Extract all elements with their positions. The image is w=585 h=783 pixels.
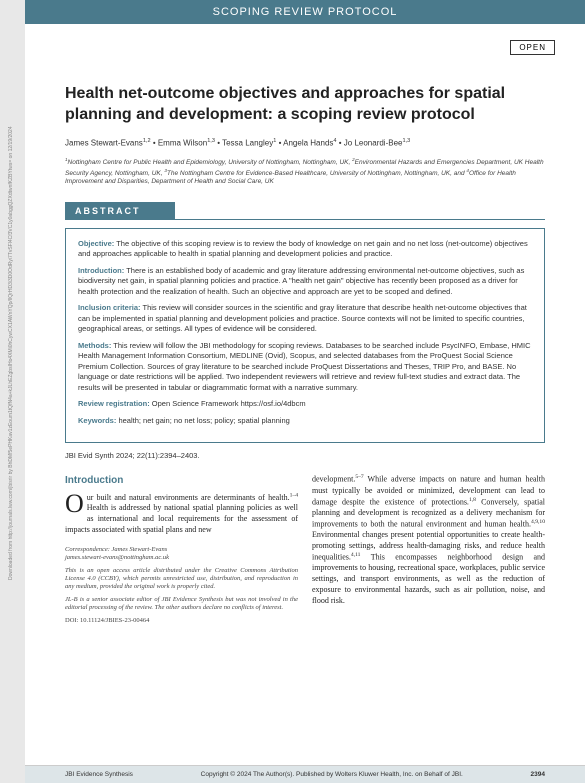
column-right: development.5–7 While adverse impacts on…	[312, 474, 545, 625]
label: Methods:	[78, 341, 111, 350]
text: The objective of this scoping review is …	[78, 239, 528, 259]
intro-text: ur built and natural environments are de…	[65, 493, 298, 534]
text: This review will follow the JBI methodol…	[78, 341, 531, 392]
column-left: Introduction Our built and natural envir…	[65, 474, 298, 625]
text: health; net gain; no net loss; policy; s…	[118, 416, 289, 425]
text: There is an established body of academic…	[78, 266, 524, 296]
label: Introduction:	[78, 266, 124, 275]
authors: James Stewart-Evans1,2 • Emma Wilson1,3 …	[65, 138, 545, 148]
corr-name: Correspondence: James Stewart-Evans	[65, 546, 298, 554]
label: Keywords:	[78, 416, 116, 425]
footer-copyright: Copyright © 2024 The Author(s). Publishe…	[201, 771, 463, 778]
affiliations: 1Nottingham Centre for Public Health and…	[65, 157, 545, 187]
label: Inclusion criteria:	[78, 303, 141, 312]
correspondence-block: Correspondence: James Stewart-Evans jame…	[65, 546, 298, 626]
intro-para-1: Our built and natural environments are d…	[65, 492, 298, 536]
citation: JBI Evid Synth 2024; 22(11):2394–2403.	[65, 451, 545, 460]
download-watermark: Downloaded from http://journals.lww.com/…	[8, 80, 20, 580]
page-footer: JBI Evidence Synthesis Copyright © 2024 …	[25, 765, 585, 783]
abstract-registration: Review registration: Open Science Framew…	[78, 399, 532, 410]
article-title: Health net-outcome objectives and approa…	[65, 84, 545, 126]
page: SCOPING REVIEW PROTOCOL OPEN Health net-…	[25, 0, 585, 783]
corr-conflict: JL-B is a senior associate editor of JBI…	[65, 596, 298, 613]
label: Review registration:	[78, 399, 150, 408]
text: Open Science Framework https://osf.io/4d…	[152, 399, 306, 408]
footer-journal: JBI Evidence Synthesis	[65, 771, 133, 778]
dropcap: O	[65, 492, 87, 515]
open-access-badge: OPEN	[510, 40, 555, 55]
abstract-box: Objective: The objective of this scoping…	[65, 228, 545, 444]
abstract-inclusion: Inclusion criteria: This review will con…	[78, 303, 532, 335]
corr-doi: DOI: 10.11124/JBIES-23-00464	[65, 617, 298, 625]
header-banner: SCOPING REVIEW PROTOCOL	[25, 0, 585, 24]
content: Health net-outcome objectives and approa…	[25, 24, 585, 625]
abstract-introduction: Introduction: There is an established bo…	[78, 266, 532, 298]
abstract-objective: Objective: The objective of this scoping…	[78, 239, 532, 260]
abstract-section: ABSTRACT Objective: The objective of thi…	[65, 201, 545, 461]
text: This review will consider sources in the…	[78, 303, 527, 333]
corr-license: This is an open access article distribut…	[65, 567, 298, 592]
corr-email: james.stewart-evans@nottingham.ac.uk	[65, 554, 298, 562]
abstract-methods: Methods: This review will follow the JBI…	[78, 341, 532, 394]
footer-page-number: 2394	[531, 771, 545, 778]
abstract-heading: ABSTRACT	[65, 202, 175, 220]
abstract-keywords: Keywords: health; net gain; no net loss;…	[78, 416, 532, 427]
label: Objective:	[78, 239, 114, 248]
introduction-heading: Introduction	[65, 474, 298, 488]
body-columns: Introduction Our built and natural envir…	[65, 474, 545, 625]
intro-para-2: development.5–7 While adverse impacts on…	[312, 474, 545, 606]
